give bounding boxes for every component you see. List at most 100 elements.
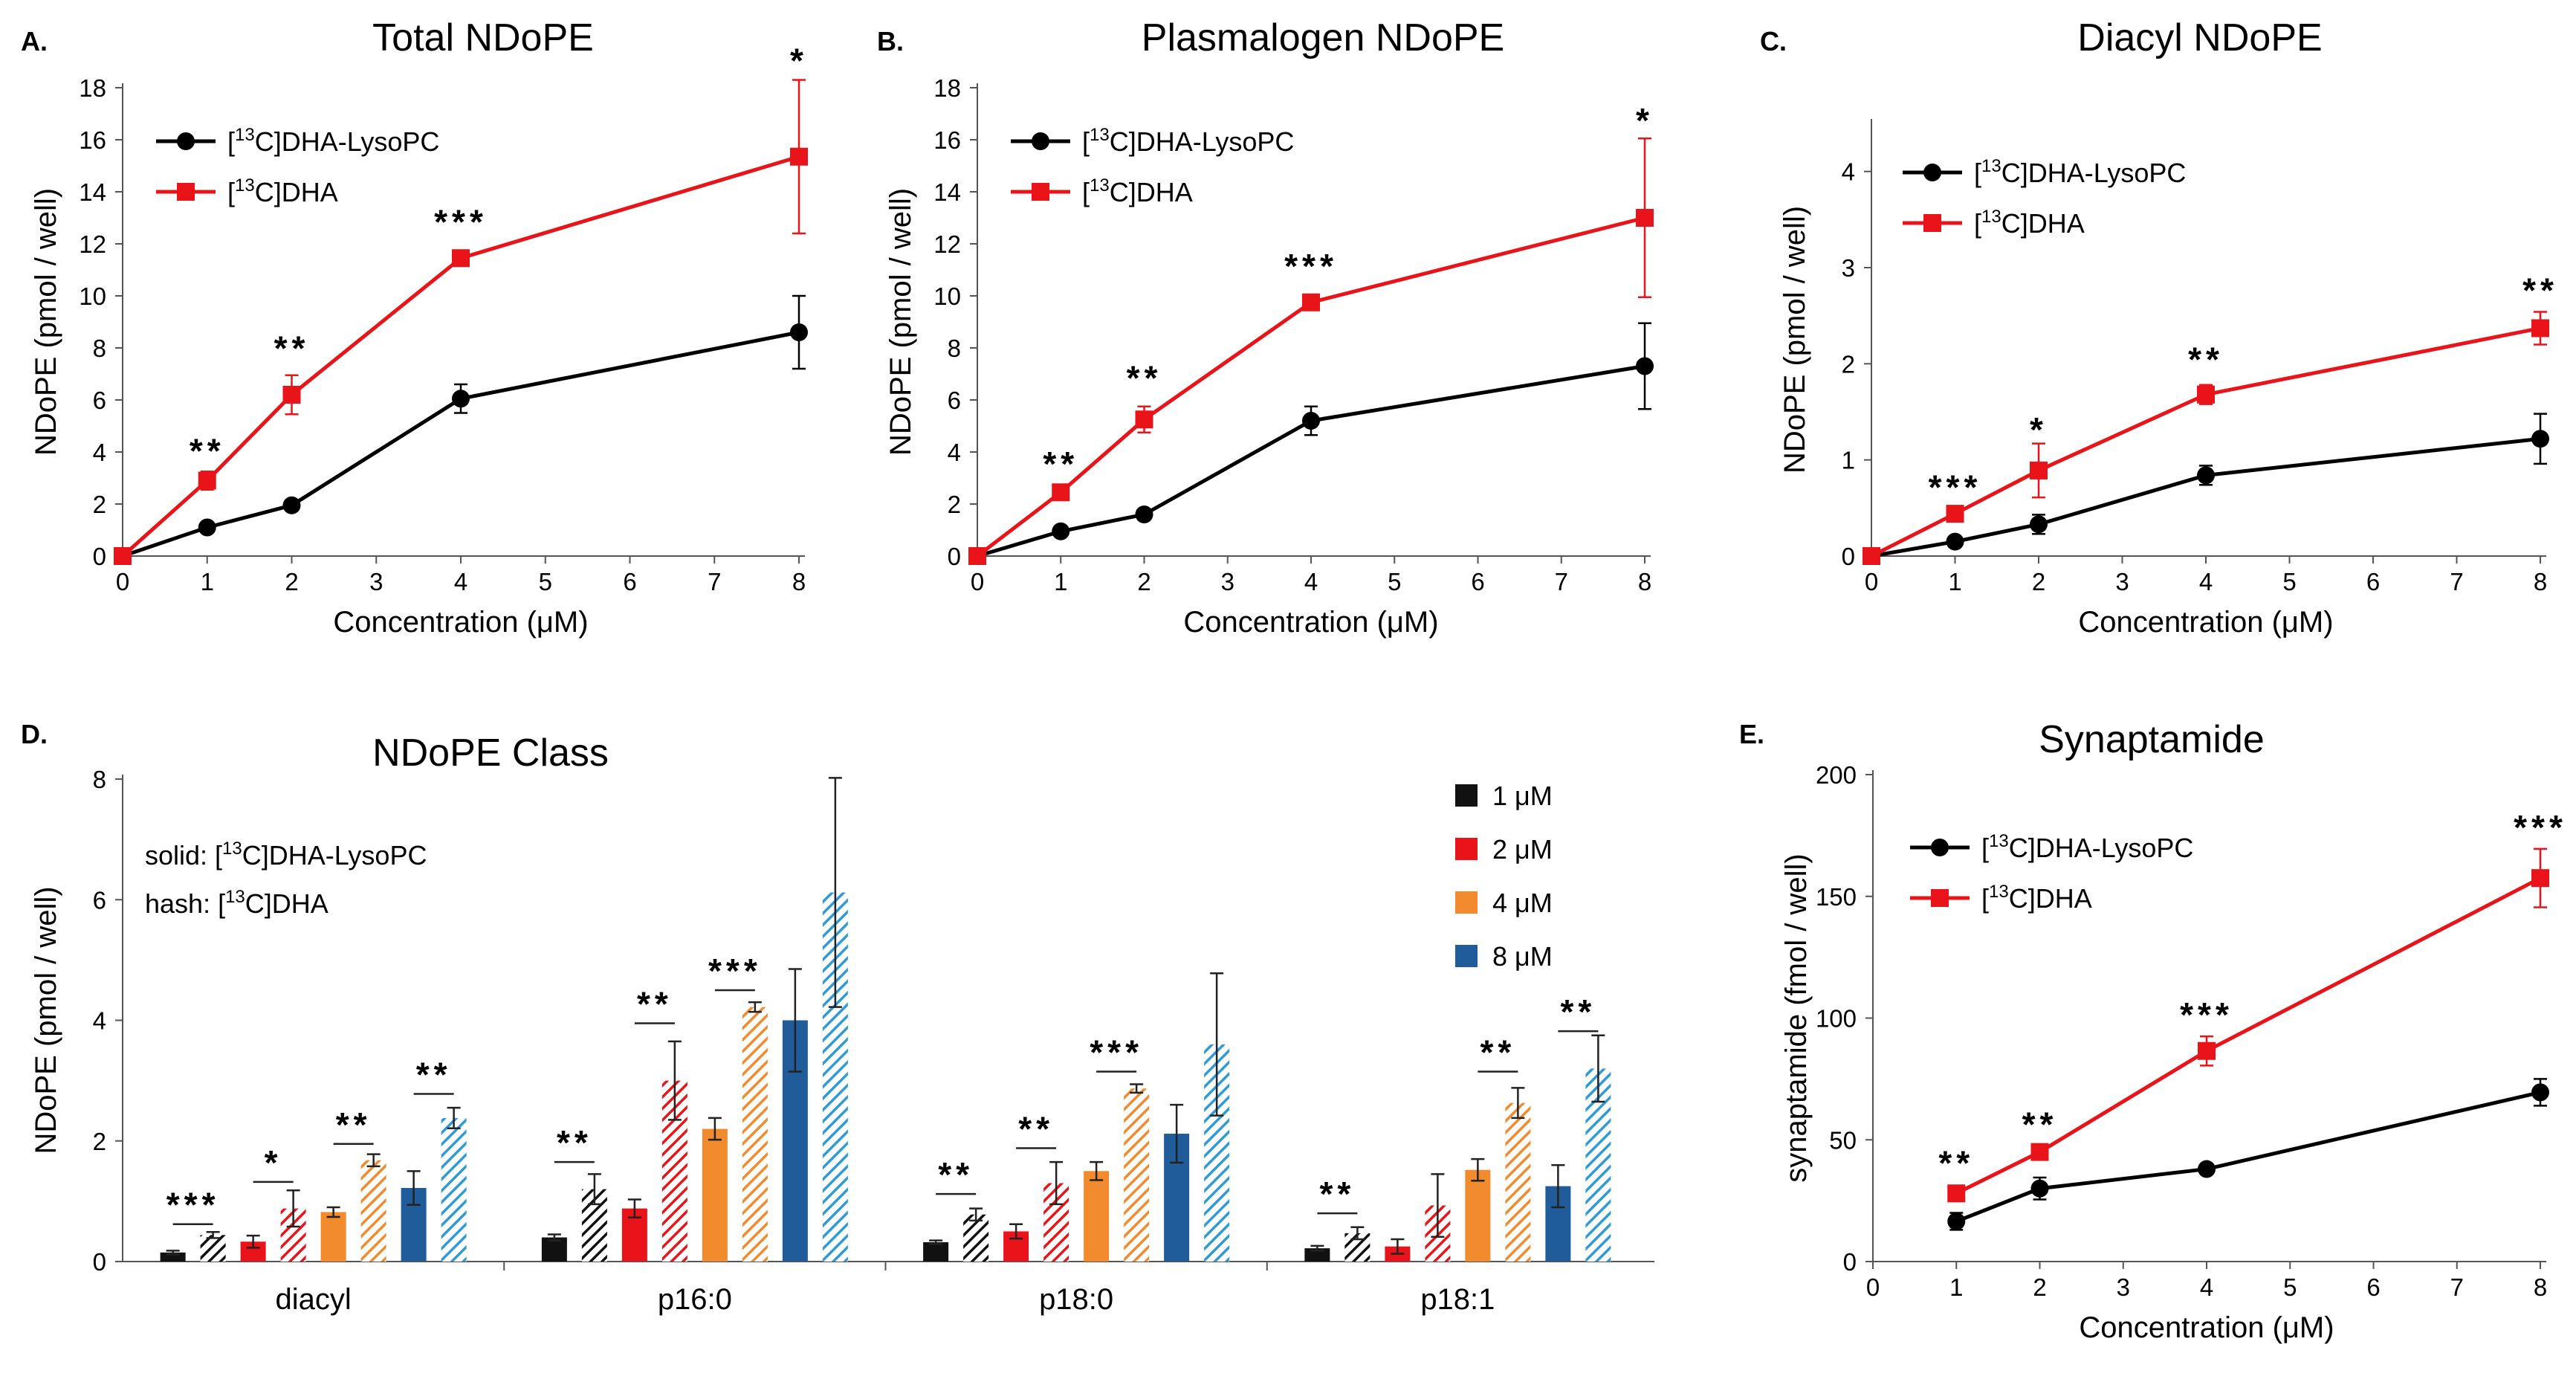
data-point [452,249,470,268]
significance-stars: ** [190,432,225,471]
legend-entry: [13C]DHA [1011,175,1193,207]
x-tick-label: 4 [2199,568,2213,595]
bar [1505,1102,1531,1262]
y-tick-label: 2 [93,491,106,518]
data-point [1863,547,1880,565]
chart-title: Synaptamide [2039,718,2265,761]
x-tick-label: 8 [2534,1273,2547,1301]
note-part: C]DHA [245,888,329,919]
y-tick-label: 0 [948,543,961,570]
data-point [2531,869,2549,888]
significance-stars: ** [1127,359,1162,398]
significance-stars: *** [2514,808,2567,847]
y-axis-label: NDoPE (pmol / well) [1779,206,1811,474]
data-point [1302,412,1320,430]
x-tick-label: 7 [1555,568,1568,595]
legend-label-sup: 13 [1090,125,1110,145]
legend-label-sup: 13 [1989,882,2009,902]
significance-stars: * [1636,101,1654,140]
y-tick-label: 4 [93,1007,106,1035]
x-tick-label: 1 [1948,568,1961,595]
legend-entry: 4 μM [1455,888,1553,918]
significance-stars: * [790,42,808,80]
bar-series [200,1173,1370,1262]
significance-stars: ** [2522,271,2558,309]
legend-entry: 2 μM [1455,834,1553,865]
y-tick-label: 2 [93,1128,106,1155]
x-tick-label: 3 [1221,568,1234,595]
y-tick-label: 0 [1843,1248,1857,1276]
panel-d: D. NDoPE Class 0 2 4 6 8 NDoPE (pmol / well) dia… [21,719,1654,1316]
legend-label: [13C]DHA-LysoPC [1082,125,1294,157]
significance-stars: ** [938,1155,974,1194]
legend-entry: [13C]DHA [1903,207,2085,239]
legend-label-suffix: C]DHA [2009,883,2092,914]
x-tick-label: 2 [2033,1273,2046,1301]
data-point [790,323,808,341]
legend-entry: 1 μM [1455,781,1553,811]
legend-note-hash: hash: [13C]DHA [145,887,329,919]
y-tick-label: 10 [933,282,961,310]
data-point [1946,505,1964,523]
significance-stars: *** [1929,468,1982,507]
panel-c: C. Diacyl NDoPE 0 1 2 3 4 NDoPE (pmol / well) 0 1… [1760,16,2558,639]
legend-swatch [1455,891,1478,914]
y-tick-label: 100 [1816,1005,1857,1033]
bar [1084,1171,1110,1262]
bar [441,1117,467,1262]
category-label: p18:0 [1039,1283,1113,1316]
significance-stars: * [2030,410,2048,449]
x-tick-label: 6 [623,568,636,595]
x-tick-label: 2 [285,568,298,595]
legend-label-sup: 13 [1981,156,2001,176]
legend-marker [1032,132,1049,150]
data-point [2030,1179,2049,1198]
significance-stars: *** [708,952,762,990]
legend-label: [13C]DHA [1981,882,2092,914]
chart-title: Total NDoPE [372,16,594,59]
y-tick-label: 14 [933,178,961,206]
significance-stars: ** [274,329,310,367]
y-tick-label: 4 [93,439,106,466]
legend-marker [1923,164,1941,181]
significance-stars: ** [416,1055,452,1094]
x-tick-label: 7 [2450,1273,2464,1301]
legend-entry: [13C]DHA [1910,882,2092,914]
legend-label-suffix: C]DHA [1110,177,1193,207]
data-point [2531,1083,2549,1102]
y-tick-label: 4 [948,439,961,466]
series-dha-lysopc [114,294,808,565]
y-tick-label: 50 [1829,1126,1857,1154]
x-tick-label: 0 [1865,568,1878,595]
legend-label-prefix: [ [1974,208,1981,239]
legend-marker [1931,839,1949,856]
data-point [1052,522,1070,540]
panel-label: C. [1760,26,1787,56]
data-point [2197,466,2215,485]
x-tick-label: 2 [1137,568,1151,595]
bar [320,1212,346,1262]
data-point [2198,1041,2216,1060]
series-dha [114,79,808,565]
bar [1124,1088,1150,1262]
x-tick-label: 1 [1054,568,1067,595]
bar-series [360,1001,1531,1262]
bar-series [240,1198,1411,1262]
x-tick-label: 7 [708,568,721,595]
legend-note-solid: solid: [13C]DHA-LysoPC [145,839,427,871]
legend-label: [13C]DHA [1974,207,2085,239]
data-point [1636,357,1654,375]
significance-stars: ** [1938,1144,1974,1183]
y-tick-label: 150 [1816,883,1857,911]
legend-entry: [13C]DHA-LysoPC [156,125,439,157]
panel-label: B. [877,26,904,56]
bar [200,1235,226,1262]
legend-label-sup: 13 [1981,207,2001,227]
y-tick-label: 6 [948,387,961,414]
y-tick-label: 0 [93,543,106,570]
x-tick-label: 2 [2032,568,2045,595]
data-point [1135,410,1153,429]
y-tick-label: 1 [1842,447,1855,474]
x-tick-label: 6 [2366,568,2380,595]
